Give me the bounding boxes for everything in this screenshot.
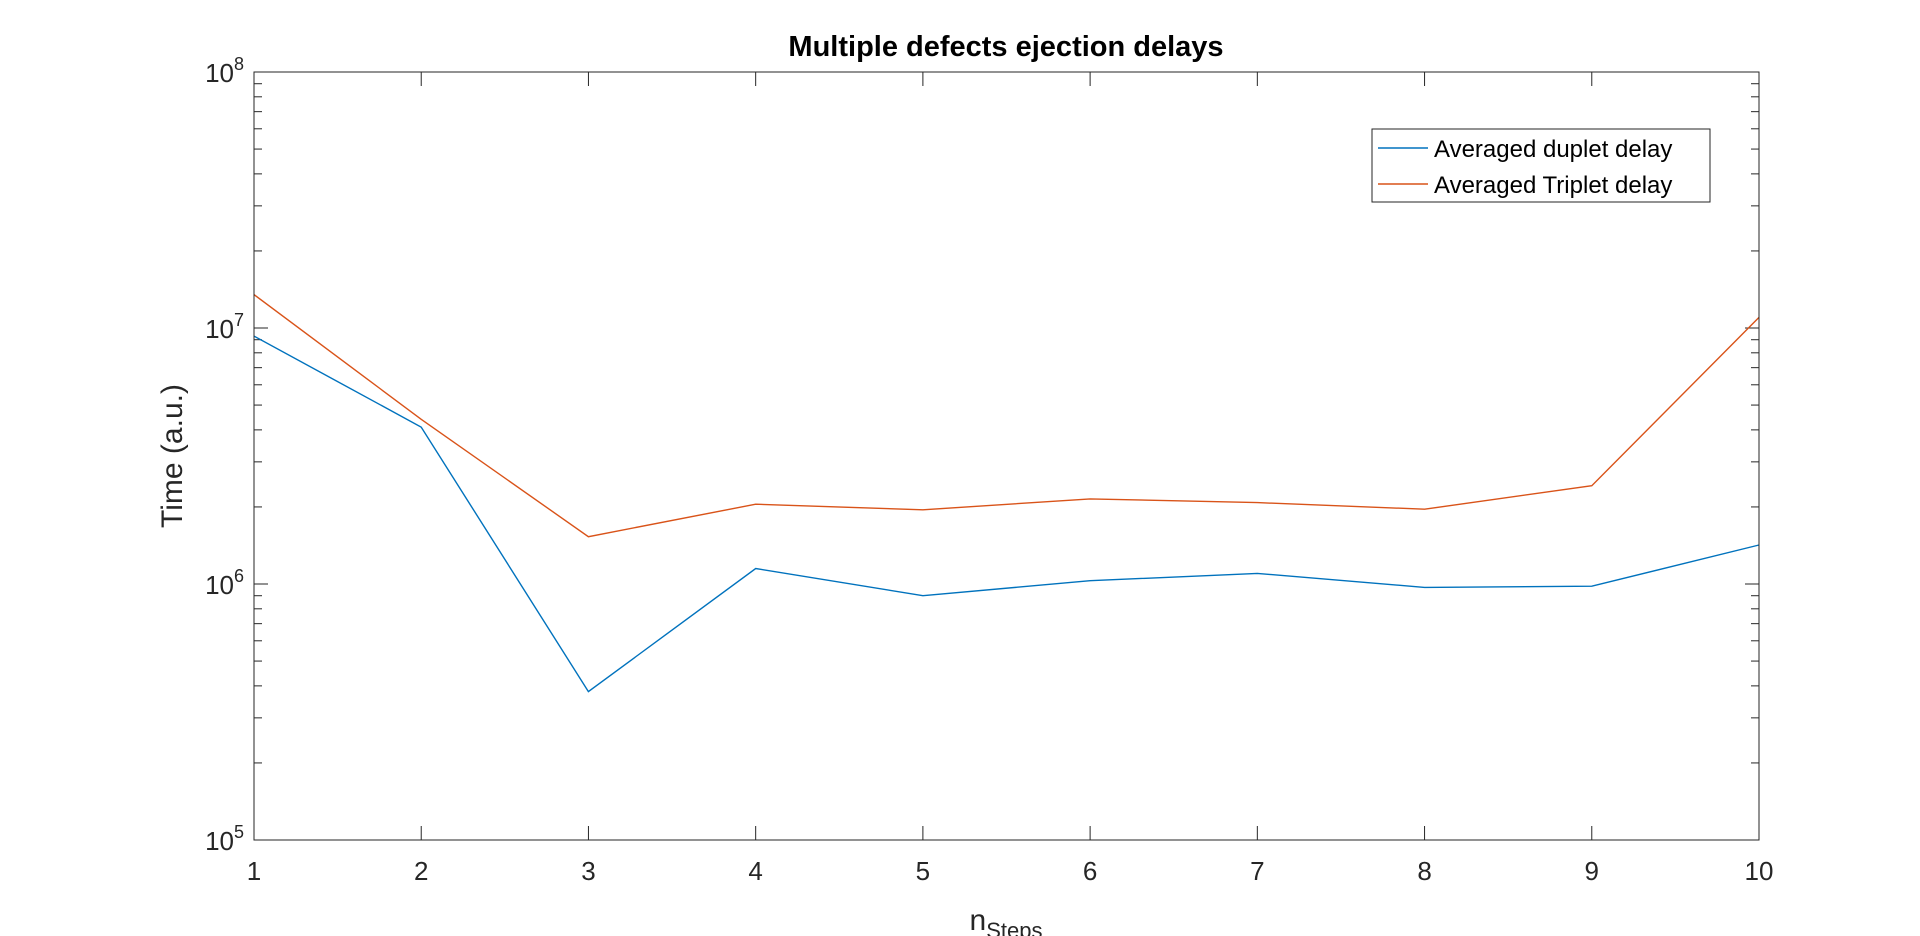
y-tick-exponent: 5 — [234, 822, 244, 842]
x-tick-label: 7 — [1250, 856, 1264, 886]
y-tick-exponent: 8 — [234, 54, 244, 74]
y-tick-base: 10 — [205, 314, 234, 344]
y-axis-label: Time (a.u.) — [156, 384, 189, 528]
plot-frame — [253, 71, 1760, 841]
y-tick-label: 107 — [205, 310, 244, 344]
x-tick-label: 9 — [1585, 856, 1599, 886]
x-tick-labels: 1 2 3 4 5 6 7 8 9 10 — [247, 856, 1774, 886]
x-tick-label: 5 — [916, 856, 930, 886]
y-tick-label: 105 — [205, 822, 244, 856]
x-axis-label: nSteps — [970, 904, 1043, 936]
legend-label: Averaged duplet delay — [1434, 136, 1672, 163]
x-axis-label-main: n — [970, 904, 987, 936]
legend: Averaged duplet delay Averaged Triplet de… — [1371, 128, 1711, 203]
y-tick-exponent: 7 — [234, 310, 244, 330]
y-tick-base: 10 — [205, 570, 234, 600]
x-tick-label: 3 — [581, 856, 595, 886]
x-tick-label: 4 — [748, 856, 762, 886]
x-tick-label: 8 — [1417, 856, 1431, 886]
series-line-1 — [253, 335, 1760, 693]
x-axis-label-sub: Steps — [986, 918, 1042, 936]
y-tick-label: 108 — [205, 54, 244, 88]
series-line-2 — [253, 294, 1760, 538]
legend-label: Averaged Triplet delay — [1434, 172, 1672, 199]
series-layer — [253, 294, 1760, 693]
chart-title: Multiple defects ejection delays — [788, 31, 1223, 63]
x-tick-label: 6 — [1083, 856, 1097, 886]
legend-box — [1371, 128, 1711, 203]
y-tick-base: 10 — [205, 826, 234, 856]
y-tick-exponent: 6 — [234, 566, 244, 586]
y-tick-label: 106 — [205, 566, 244, 600]
x-tick-label: 1 — [247, 856, 261, 886]
y-tick-base: 10 — [205, 58, 234, 88]
x-tick-label: 10 — [1745, 856, 1774, 886]
x-tick-label: 2 — [414, 856, 428, 886]
